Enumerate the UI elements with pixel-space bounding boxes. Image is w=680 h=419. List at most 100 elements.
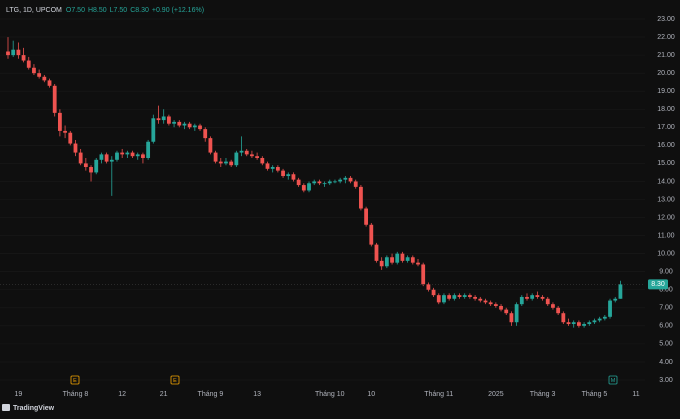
candle-body [68, 132, 73, 144]
candle-body [322, 183, 327, 185]
candle-body [89, 167, 93, 173]
candle-body [509, 313, 514, 323]
y-tick-label: 11.00 [658, 232, 675, 239]
ohlc-legend-item: C8.30 [130, 7, 149, 14]
candle-body [317, 181, 322, 184]
candle-body [504, 309, 509, 314]
y-tick-label: 14.00 [657, 178, 675, 185]
candle-body [255, 156, 260, 158]
candle-body [135, 154, 140, 157]
candle-body [57, 112, 62, 131]
y-tick-label: 20.00 [657, 70, 675, 77]
candle-body [286, 174, 291, 177]
candle-body [468, 295, 472, 297]
candle-body [488, 302, 493, 305]
candle-body [478, 298, 483, 301]
candle-body [576, 322, 581, 326]
y-tick-label: 4.00 [659, 359, 673, 366]
candle-body [348, 177, 353, 182]
x-tick-label: 10 [367, 391, 375, 398]
candle-body [353, 181, 358, 187]
x-tick-label: Tháng 3 [530, 391, 556, 398]
x-tick-label: Tháng 11 [424, 391, 453, 398]
y-tick-label: 21.00 [657, 52, 675, 59]
candle-body [613, 298, 618, 301]
candle-body [587, 322, 592, 325]
candle-body [410, 257, 415, 263]
candle-body [244, 150, 249, 155]
candle-body [395, 253, 400, 263]
candle-body [125, 152, 130, 155]
candle-body [301, 185, 306, 191]
y-tick-label: 8.00 [659, 287, 673, 294]
candle-body [16, 49, 21, 56]
candle-body [26, 60, 31, 68]
candle-body [63, 130, 67, 133]
candle-body [545, 298, 550, 305]
candle-body [156, 118, 161, 121]
y-tick-label: 22.00 [657, 34, 675, 41]
candle-body [109, 159, 114, 162]
candle-body [115, 152, 119, 160]
candle-body [540, 296, 545, 299]
y-tick-label: 19.00 [657, 88, 675, 95]
ohlc-legend-item: +0.90 (+12.16%) [152, 7, 204, 14]
candle-body [208, 138, 213, 153]
ohlc-legend-item: H8.50 [88, 7, 107, 14]
candle-body [384, 257, 389, 267]
y-tick-label: 17.00 [657, 124, 675, 131]
candle-body [146, 141, 151, 158]
candle-body [426, 284, 431, 290]
x-tick-label: 19 [14, 391, 22, 398]
candle-body [291, 174, 296, 180]
candle-body [530, 295, 535, 299]
candle-body [436, 295, 441, 303]
candle-body [582, 324, 586, 326]
candle-body [608, 300, 612, 317]
candle-body [379, 260, 384, 267]
candle-body [416, 262, 420, 265]
candle-body [421, 264, 426, 285]
y-tick-label: 10.00 [657, 250, 675, 257]
candle-body [120, 152, 125, 155]
x-tick-label: 12 [118, 391, 126, 398]
candle-body [602, 316, 607, 319]
y-tick-label: 12.00 [657, 214, 675, 221]
candle-body [473, 296, 477, 299]
brand: TradingView [13, 405, 55, 412]
candle-body [270, 167, 275, 169]
candle-body [78, 152, 83, 164]
candle-body [177, 121, 182, 126]
y-tick-label: 7.00 [659, 305, 673, 312]
candle-body [561, 313, 566, 323]
candle-body [37, 73, 42, 77]
candle-body [338, 179, 343, 182]
x-tick-label: 13 [253, 391, 261, 398]
candle-body [161, 116, 166, 121]
ohlc-legend-item: L7.50 [110, 7, 128, 14]
candle-body [99, 154, 104, 160]
candle-body [307, 183, 311, 191]
event-marker [70, 375, 80, 385]
candle-body [514, 304, 519, 323]
candle-body [281, 170, 285, 177]
candle-body [597, 318, 602, 321]
candle-body [296, 179, 301, 186]
y-tick-label: 6.00 [659, 323, 673, 330]
y-tick-label: 9.00 [659, 269, 673, 276]
candle-body [198, 125, 202, 130]
candle-body [224, 161, 228, 164]
chart-title: LTG, 1D, UPCOM [6, 7, 62, 14]
x-tick-label: 11 [632, 391, 639, 398]
candle-body [275, 167, 280, 171]
candle-body [203, 129, 208, 139]
candle-body [94, 159, 99, 173]
last-price-label: 8.30 [651, 281, 665, 288]
y-tick-label: 23.00 [657, 16, 675, 23]
candle-body [452, 295, 457, 299]
candle-body [130, 152, 135, 157]
candle-body [535, 295, 540, 297]
candle-body [499, 305, 503, 310]
candle-body [343, 177, 348, 180]
